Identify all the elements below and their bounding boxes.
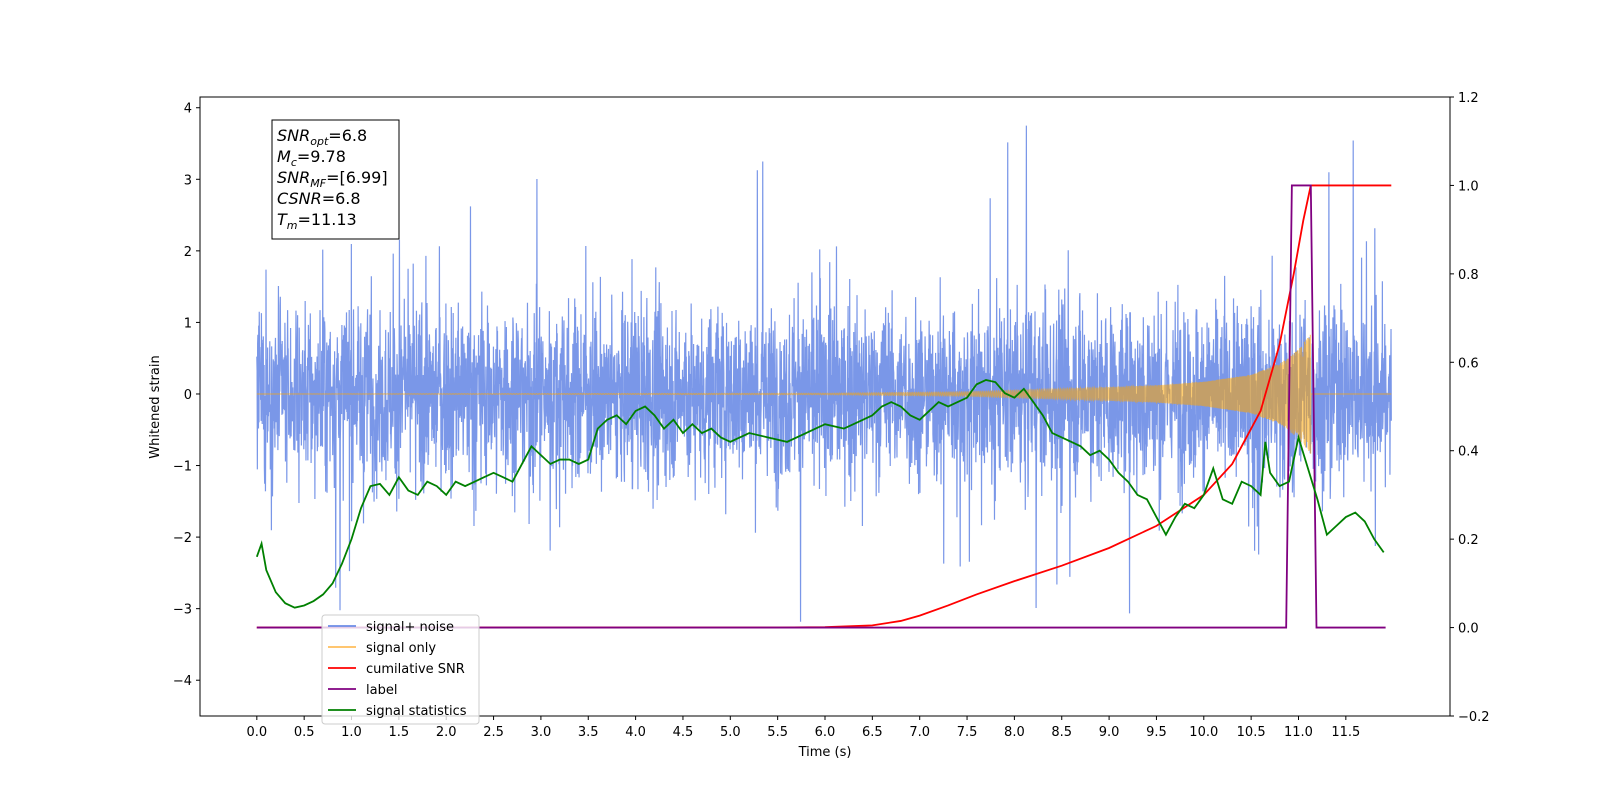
x-tick-label: 6.5 bbox=[862, 725, 883, 740]
info-line: CSNR=6.8 bbox=[277, 189, 361, 208]
x-tick-label: 6.0 bbox=[815, 725, 836, 740]
x-tick-label: 9.5 bbox=[1146, 725, 1167, 740]
x-tick-label: 7.0 bbox=[909, 725, 930, 740]
legend-label: cumilative SNR bbox=[366, 662, 465, 677]
x-tick-label: 11.0 bbox=[1284, 725, 1313, 740]
y-tick-label-right: 1.2 bbox=[1458, 91, 1479, 106]
x-tick-label: 8.5 bbox=[1051, 725, 1072, 740]
x-tick-label: 0.5 bbox=[294, 725, 315, 740]
x-tick-label: 10.5 bbox=[1237, 725, 1266, 740]
legend-frame bbox=[321, 614, 480, 725]
axes-layer: 0.0 0.5 1.0 1.5 2.0 2.5 3.0 3.5 4.0 4.5 5.0 5.5 6.0 6… bbox=[173, 91, 1490, 740]
y-tick-label-right: 0.4 bbox=[1458, 445, 1479, 460]
y-tick-label-right: 0.2 bbox=[1458, 533, 1479, 548]
y-tick-label-left: −3 bbox=[173, 603, 192, 618]
y-tick-label-right: 0.8 bbox=[1458, 268, 1479, 283]
info-line: Mc=9.78 bbox=[277, 147, 346, 169]
x-tick-label: 1.5 bbox=[389, 725, 410, 740]
series-signal-only bbox=[256, 334, 1392, 454]
y-tick-label-right: 0.0 bbox=[1458, 622, 1479, 637]
y-tick-label-right: 1.0 bbox=[1458, 179, 1479, 194]
info-box-frame bbox=[271, 119, 400, 240]
series-layer bbox=[255, 125, 1392, 629]
y-tick-label-left: −1 bbox=[173, 460, 192, 475]
x-tick-label: 4.0 bbox=[625, 725, 646, 740]
legend-label: signal+ noise bbox=[366, 620, 454, 635]
y-tick-label-left: −4 bbox=[173, 674, 192, 689]
y-tick-label-right: 0.6 bbox=[1458, 356, 1479, 371]
x-tick-label: 2.0 bbox=[436, 725, 457, 740]
y-tick-label-right: −0.2 bbox=[1458, 710, 1490, 725]
legend: signal+ noise signal only cumilative SNR la… bbox=[321, 614, 480, 725]
x-tick-label: 2.5 bbox=[483, 725, 504, 740]
info-line: SNRMF=[6.99] bbox=[277, 168, 388, 190]
x-tick-label: 0.0 bbox=[246, 725, 267, 740]
x-tick-label: 3.0 bbox=[531, 725, 552, 740]
series-signal-statistics bbox=[255, 379, 1385, 609]
y-tick-label-left: 0 bbox=[184, 388, 192, 403]
x-tick-label: 5.0 bbox=[720, 725, 741, 740]
x-tick-label: 3.5 bbox=[578, 725, 599, 740]
x-axis-label: Time (s) bbox=[798, 745, 852, 760]
legend-label: label bbox=[366, 683, 397, 698]
series-signal-plus-noise bbox=[256, 125, 1392, 622]
x-tick-label: 1.0 bbox=[341, 725, 362, 740]
info-line: SNRopt=6.8 bbox=[277, 126, 367, 148]
y-axis-label: Whitened strain bbox=[148, 355, 163, 458]
legend-label: signal statistics bbox=[366, 704, 467, 719]
series-cumilative-snr bbox=[256, 184, 1392, 629]
legend-label: signal only bbox=[366, 641, 436, 656]
x-tick-label: 9.0 bbox=[1099, 725, 1120, 740]
x-tick-label: 10.0 bbox=[1189, 725, 1218, 740]
x-tick-label: 7.5 bbox=[957, 725, 978, 740]
y-tick-label-left: 4 bbox=[184, 102, 192, 117]
x-tick-label: 11.5 bbox=[1331, 725, 1360, 740]
x-tick-label: 8.0 bbox=[1004, 725, 1025, 740]
y-tick-label-left: 3 bbox=[184, 173, 192, 188]
y-tick-label-left: −2 bbox=[173, 531, 192, 546]
x-tick-label: 4.5 bbox=[673, 725, 694, 740]
x-tick-label: 5.5 bbox=[767, 725, 788, 740]
y-tick-label-left: 2 bbox=[184, 245, 192, 260]
y-tick-label-left: 1 bbox=[184, 316, 192, 331]
info-line: Tm=11.13 bbox=[277, 210, 357, 232]
series-label bbox=[256, 184, 1386, 629]
